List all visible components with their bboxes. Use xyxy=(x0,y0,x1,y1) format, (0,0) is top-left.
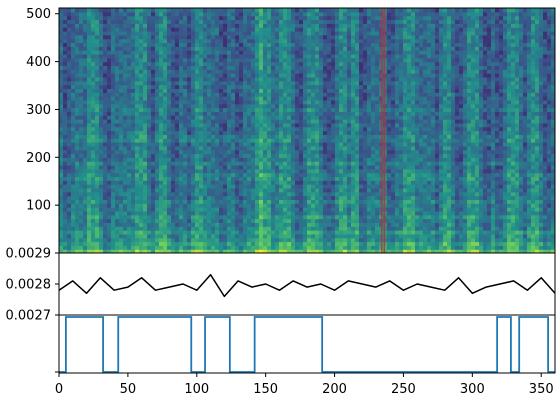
x-tick-label: 300 xyxy=(460,382,485,397)
binary-panel: 0 50 100 150 200 250 300 350 xyxy=(55,314,556,397)
x-tick-label: 150 xyxy=(253,382,278,397)
y-tick-label: 300 xyxy=(26,103,51,118)
y-tick-label: 100 xyxy=(26,199,51,214)
x-tick-label: 350 xyxy=(529,382,554,397)
y-tick-label: 0.0027 xyxy=(6,309,52,324)
signal-line xyxy=(58,273,556,298)
y-tick-label: 0.0029 xyxy=(6,247,52,262)
y-tick-label: 400 xyxy=(26,55,51,70)
y-tick-label: 0.0028 xyxy=(6,278,52,293)
spectrogram-cells xyxy=(59,8,555,253)
signal-panel: 0.0027 0.0028 0.0029 xyxy=(6,247,556,324)
spectrogram-panel: 100 200 300 400 500 xyxy=(26,7,556,254)
binary-line xyxy=(59,316,555,373)
y-tick-label: 200 xyxy=(26,151,51,166)
x-tick-label: 100 xyxy=(184,382,209,397)
x-tick-label: 0 xyxy=(55,382,63,397)
binary-frame xyxy=(58,314,556,374)
y-tick-label: 500 xyxy=(26,7,51,22)
x-tick-label: 50 xyxy=(120,382,137,397)
x-tick-label: 200 xyxy=(322,382,347,397)
x-tick-label: 250 xyxy=(391,382,416,397)
